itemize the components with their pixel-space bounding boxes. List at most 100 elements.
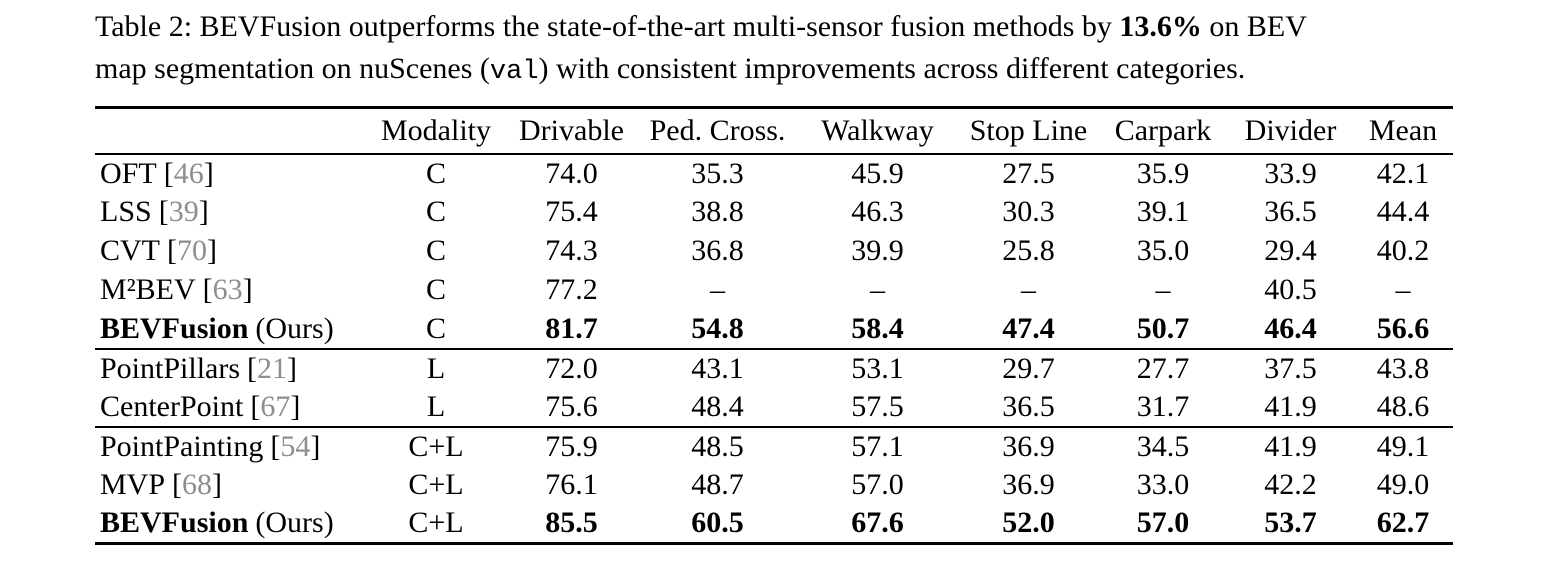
column-header-mean: Mean <box>1353 107 1453 155</box>
modality-cell: C <box>425 195 446 228</box>
cite-bracket-open: [ <box>270 429 281 463</box>
value-cell: 41.9 <box>1264 389 1317 423</box>
method-name: MVP <box>100 468 166 501</box>
method-suffix: (Ours) <box>255 506 334 540</box>
value-cell: 57.0 <box>1136 506 1190 540</box>
value-cell: 36.9 <box>1002 429 1055 463</box>
cite-bracket-open: [ <box>158 195 169 228</box>
citation-number: 63 <box>212 273 243 306</box>
modality-cell: L <box>426 389 446 423</box>
group-lidar-only: PointPillars [21] L 72.0 43.1 53.1 29.7 2… <box>95 348 1453 427</box>
value-cell: 72.0 <box>545 351 598 385</box>
value-cell: 35.9 <box>1136 156 1190 190</box>
table-caption: Table 2: BEVFusion outperforms the state… <box>95 6 1550 93</box>
method-name: CVT <box>100 234 160 267</box>
column-header-drivable: Drivable <box>504 107 639 155</box>
value-cell: 77.2 <box>545 273 598 306</box>
value-cell: 33.9 <box>1264 156 1317 190</box>
table-row-ours: BEVFusion (Ours) C 81.7 54.8 58.4 47.4 50… <box>95 310 1453 349</box>
method-cell: BEVFusion (Ours) <box>95 310 368 349</box>
citation-number: 70 <box>177 234 207 267</box>
citation-number: 67 <box>260 389 291 423</box>
method-cell: PointPillars [21] <box>95 349 368 388</box>
caption-text: ) with consistent improvements across di… <box>538 52 1246 85</box>
value-cell: 75.9 <box>545 429 598 463</box>
cite-bracket-close: ] <box>212 468 223 501</box>
group-camera-lidar: PointPainting [54] C+L 75.9 48.5 57.1 36.… <box>95 426 1453 544</box>
caption-text: on BEV <box>1201 10 1307 43</box>
value-cell: 56.6 <box>1376 311 1430 345</box>
table-row: PointPainting [54] C+L 75.9 48.5 57.1 36.… <box>95 427 1453 466</box>
cite-bracket-open: [ <box>167 234 177 267</box>
value-cell: 43.8 <box>1376 351 1430 385</box>
citation-number: 68 <box>182 468 213 501</box>
table-row: OFT [46] C 74.0 35.3 45.9 27.5 35.9 33.9 … <box>95 154 1453 193</box>
cite-bracket-close: ] <box>310 429 321 463</box>
citation-number: 54 <box>280 429 311 463</box>
citation-number: 46 <box>173 156 204 190</box>
value-cell: 38.8 <box>691 195 744 228</box>
value-cell: 62.7 <box>1376 506 1430 540</box>
value-cell: 44.4 <box>1376 195 1430 228</box>
column-header-modality: Modality <box>368 107 504 155</box>
value-cell: 85.5 <box>545 506 598 540</box>
cite-bracket-close: ] <box>198 195 209 228</box>
table-row-ours: BEVFusion (Ours) C+L 85.5 60.5 67.6 52.0 … <box>95 505 1453 544</box>
value-cell: 36.9 <box>1002 468 1055 501</box>
column-header-stop-line: Stop Line <box>959 107 1098 155</box>
value-cell: – <box>710 273 725 306</box>
value-cell: 25.8 <box>1002 234 1055 267</box>
value-cell: 53.1 <box>851 351 904 385</box>
value-cell: 27.5 <box>1002 156 1055 190</box>
cite-bracket-open: [ <box>250 389 261 423</box>
caption-code-text: val <box>489 57 539 87</box>
modality-cell: C <box>425 273 446 306</box>
method-cell: MVP [68] <box>95 466 368 505</box>
cite-bracket-close: ] <box>207 234 217 267</box>
value-cell: 36.8 <box>691 234 744 267</box>
value-cell: 81.7 <box>545 311 598 345</box>
column-header-carpark: Carpark <box>1098 107 1228 155</box>
caption-bold-value: 13.6% <box>1119 10 1202 43</box>
table-row: CVT [70] C 74.3 36.8 39.9 25.8 35.0 29.4 … <box>95 232 1453 271</box>
value-cell: 42.2 <box>1264 468 1317 501</box>
value-cell: 27.7 <box>1136 351 1190 385</box>
method-name: M²BEV <box>100 273 196 306</box>
modality-cell: C+L <box>408 506 464 540</box>
method-cell: CVT [70] <box>95 232 368 271</box>
method-name: PointPainting <box>100 429 264 463</box>
value-cell: 34.5 <box>1136 429 1190 463</box>
value-cell: 57.0 <box>851 468 904 501</box>
method-name: OFT <box>100 156 157 190</box>
method-cell: OFT [46] <box>95 154 368 193</box>
table-row: LSS [39] C 75.4 38.8 46.3 30.3 39.1 36.5 … <box>95 193 1453 232</box>
value-cell: 49.0 <box>1376 468 1430 501</box>
method-suffix: (Ours) <box>255 311 334 345</box>
value-cell: 40.2 <box>1376 234 1430 267</box>
value-cell: 58.4 <box>851 311 904 345</box>
value-cell: 47.4 <box>1002 311 1055 345</box>
citation-number: 39 <box>168 195 199 228</box>
modality-cell: L <box>426 351 446 385</box>
value-cell: 43.1 <box>691 351 744 385</box>
paper-figure: Table 2: BEVFusion outperforms the state… <box>95 6 1550 545</box>
value-cell: 50.7 <box>1136 311 1190 345</box>
value-cell: 41.9 <box>1264 429 1317 463</box>
value-cell: 29.4 <box>1264 234 1317 267</box>
value-cell: 33.0 <box>1136 468 1190 501</box>
value-cell: 75.6 <box>545 389 598 423</box>
caption-line-2: map segmentation on nuScenes (val) with … <box>95 48 1550 93</box>
cite-bracket-close: ] <box>242 273 253 306</box>
citation-number: 21 <box>257 351 288 385</box>
value-cell: 46.3 <box>851 195 904 228</box>
method-cell: PointPainting [54] <box>95 427 368 466</box>
cite-bracket-close: ] <box>287 351 298 385</box>
value-cell: – <box>1021 273 1036 306</box>
header-row: Modality Drivable Ped. Cross. Walkway St… <box>95 107 1453 155</box>
value-cell: 31.7 <box>1136 389 1190 423</box>
value-cell: 37.5 <box>1264 351 1317 385</box>
modality-cell: C <box>425 311 446 345</box>
method-name: PointPillars <box>100 351 241 385</box>
modality-cell: C+L <box>408 429 464 463</box>
value-cell: 53.7 <box>1264 506 1317 540</box>
